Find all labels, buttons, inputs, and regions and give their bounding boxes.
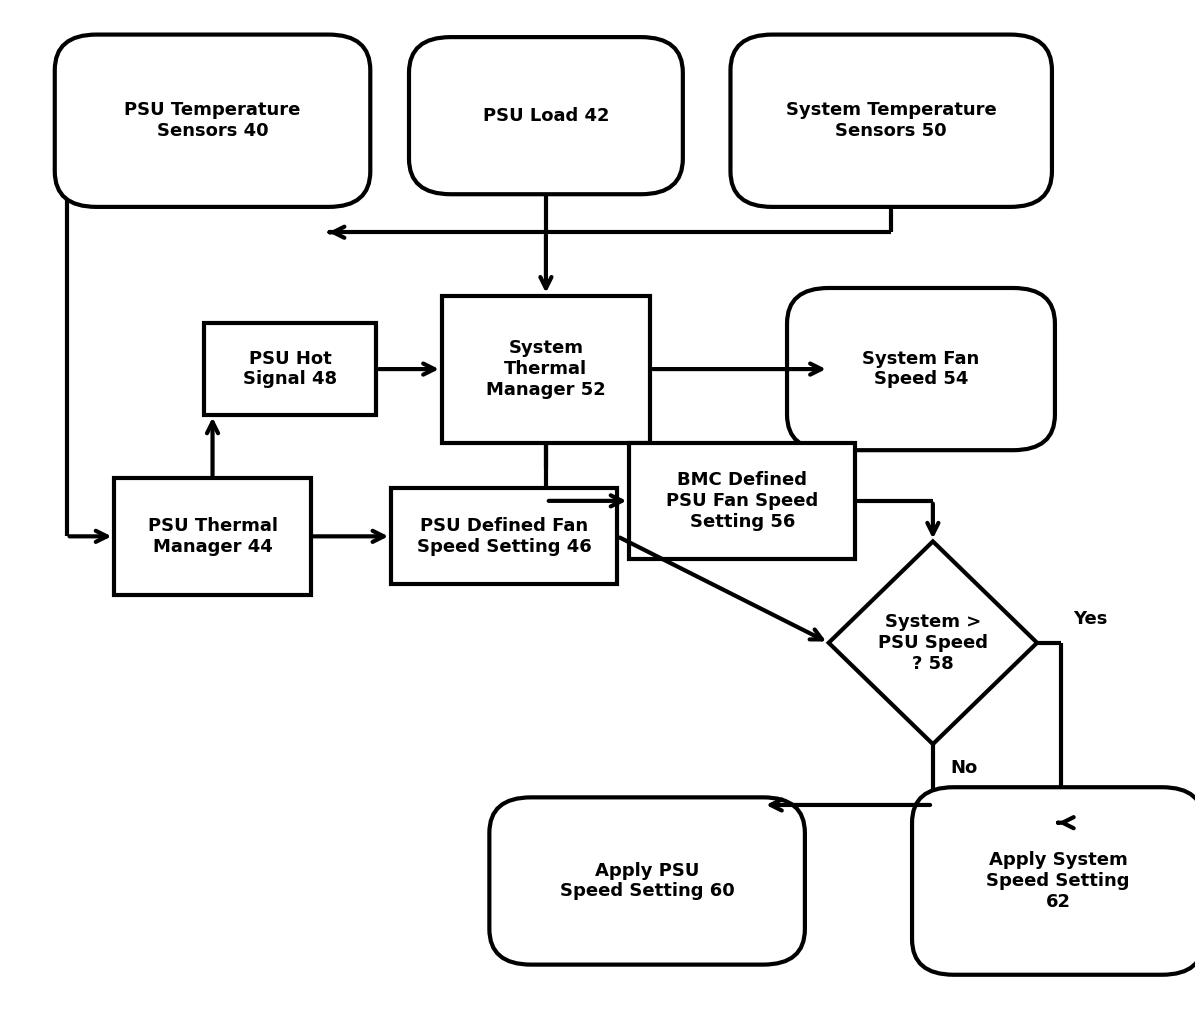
Text: PSU Load 42: PSU Load 42: [483, 106, 609, 125]
FancyBboxPatch shape: [114, 478, 311, 595]
Text: PSU Thermal
Manager 44: PSU Thermal Manager 44: [147, 517, 277, 556]
Polygon shape: [829, 542, 1037, 744]
Text: PSU Temperature
Sensors 40: PSU Temperature Sensors 40: [125, 101, 301, 140]
Text: System
Thermal
Manager 52: System Thermal Manager 52: [486, 339, 605, 399]
FancyBboxPatch shape: [629, 443, 856, 559]
Text: PSU Hot
Signal 48: PSU Hot Signal 48: [243, 350, 337, 388]
FancyBboxPatch shape: [787, 288, 1055, 450]
Text: Apply PSU
Speed Setting 60: Apply PSU Speed Setting 60: [560, 862, 735, 900]
Text: No: No: [951, 759, 978, 778]
Text: Yes: Yes: [1073, 609, 1107, 628]
Text: PSU Defined Fan
Speed Setting 46: PSU Defined Fan Speed Setting 46: [417, 517, 591, 556]
FancyBboxPatch shape: [441, 295, 650, 443]
FancyBboxPatch shape: [409, 37, 683, 194]
FancyBboxPatch shape: [730, 35, 1052, 206]
Text: Apply System
Speed Setting
62: Apply System Speed Setting 62: [986, 851, 1129, 911]
FancyBboxPatch shape: [391, 489, 617, 585]
Text: BMC Defined
PSU Fan Speed
Setting 56: BMC Defined PSU Fan Speed Setting 56: [667, 471, 819, 530]
FancyBboxPatch shape: [55, 35, 370, 206]
FancyBboxPatch shape: [489, 797, 805, 965]
Text: System >
PSU Speed
? 58: System > PSU Speed ? 58: [878, 613, 988, 672]
FancyBboxPatch shape: [912, 787, 1199, 975]
Text: System Temperature
Sensors 50: System Temperature Sensors 50: [785, 101, 996, 140]
Text: System Fan
Speed 54: System Fan Speed 54: [862, 350, 980, 388]
FancyBboxPatch shape: [204, 324, 376, 415]
